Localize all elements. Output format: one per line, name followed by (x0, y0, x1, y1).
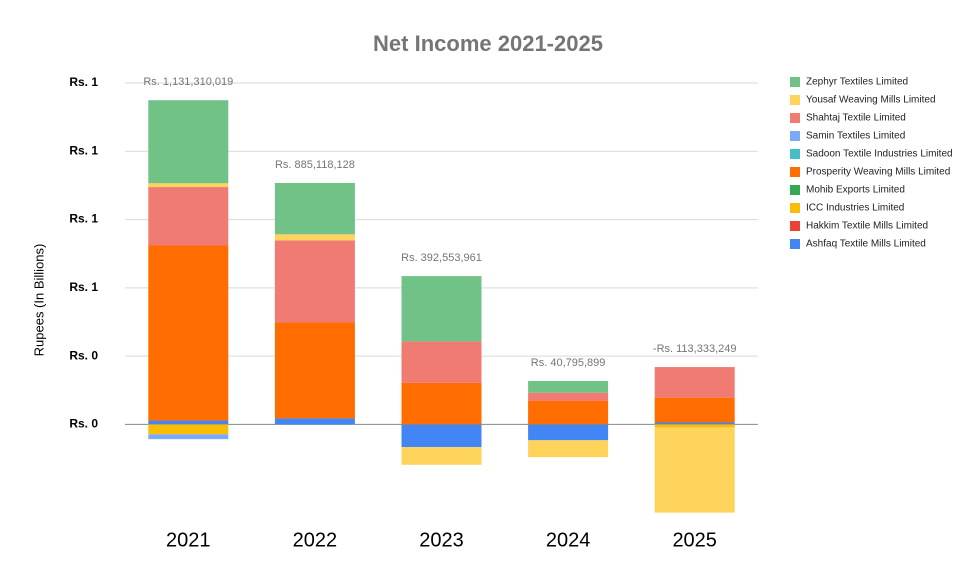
bar-segment (528, 380, 609, 393)
y-tick-label: Rs. 1 (69, 280, 98, 294)
y-tick-label: Rs. 0 (69, 417, 98, 431)
bar-segment (401, 382, 482, 425)
bar-segment (401, 341, 482, 383)
legend-label: Hakkim Textile Mills Limited (806, 221, 928, 232)
legend-swatch (790, 203, 800, 213)
x-tick-label: 2025 (672, 529, 717, 551)
total-label: Rs. 1,131,310,019 (143, 76, 233, 88)
legend-swatch (790, 185, 800, 195)
legend-label: Samin Textiles Limited (806, 131, 905, 142)
y-axis-title: Rupees (In Billions) (31, 244, 46, 357)
legend-swatch (790, 167, 800, 177)
y-tick-label: Rs. 1 (69, 212, 98, 226)
bar-segment (148, 245, 229, 421)
bar-segment (274, 240, 355, 323)
legend-swatch (790, 239, 800, 249)
legend-label: Zephyr Textiles Limited (806, 77, 908, 88)
x-tick-label: 2022 (293, 529, 338, 551)
chart-title: Net Income 2021-2025 (373, 31, 603, 56)
legend-label: Ashfaq Textile Mills Limited (806, 239, 926, 250)
legend-swatch (790, 131, 800, 141)
legend-swatch (790, 77, 800, 87)
bar-segment (654, 367, 735, 398)
bar-segment (148, 434, 229, 440)
bar-segment (654, 427, 735, 513)
bar-segment (401, 276, 482, 342)
total-label: Rs. 40,795,899 (531, 357, 606, 369)
bar-segment (654, 422, 735, 425)
bar-segment (654, 397, 735, 423)
bar-segment (274, 182, 355, 235)
total-label: Rs. 392,553,961 (401, 252, 482, 264)
x-tick-label: 2024 (546, 529, 591, 551)
total-label: Rs. 885,118,128 (275, 159, 355, 171)
legend-label: ICC Industries Limited (806, 203, 904, 214)
bar-segment (528, 440, 609, 458)
bar-segment (148, 420, 229, 425)
x-tick-label: 2023 (419, 529, 464, 551)
legend-swatch (790, 95, 800, 105)
bar-segment (148, 100, 229, 184)
bar-segment (274, 322, 355, 419)
bar-segment (528, 392, 609, 401)
legend-label: Shahtaj Textile Limited (806, 113, 906, 124)
bar-segment (528, 400, 609, 425)
legend-swatch (790, 113, 800, 123)
bar-segment (274, 418, 355, 425)
x-tick-label: 2021 (166, 529, 211, 551)
bar-segment (148, 424, 229, 435)
bar-segment (148, 183, 229, 188)
bar-segment (401, 447, 482, 465)
bar-segment (401, 424, 482, 448)
legend-swatch (790, 149, 800, 159)
bar-segment (148, 187, 229, 246)
legend-swatch (790, 221, 800, 231)
bar-segment (654, 424, 735, 428)
bar-segment (274, 234, 355, 241)
legend-label: Sadoon Textile Industries Limited (806, 149, 953, 160)
y-tick-label: Rs. 1 (69, 75, 98, 89)
total-label: -Rs. 113,333,249 (653, 343, 737, 355)
y-tick-label: Rs. 1 (69, 143, 98, 157)
legend-label: Prosperity Weaving Mills Limited (806, 167, 950, 178)
legend-label: Yousaf Weaving Mills Limited (806, 95, 936, 106)
y-tick-label: Rs. 0 (69, 348, 98, 362)
bar-segment (528, 424, 609, 441)
legend-label: Mohib Exports Limited (806, 185, 905, 196)
